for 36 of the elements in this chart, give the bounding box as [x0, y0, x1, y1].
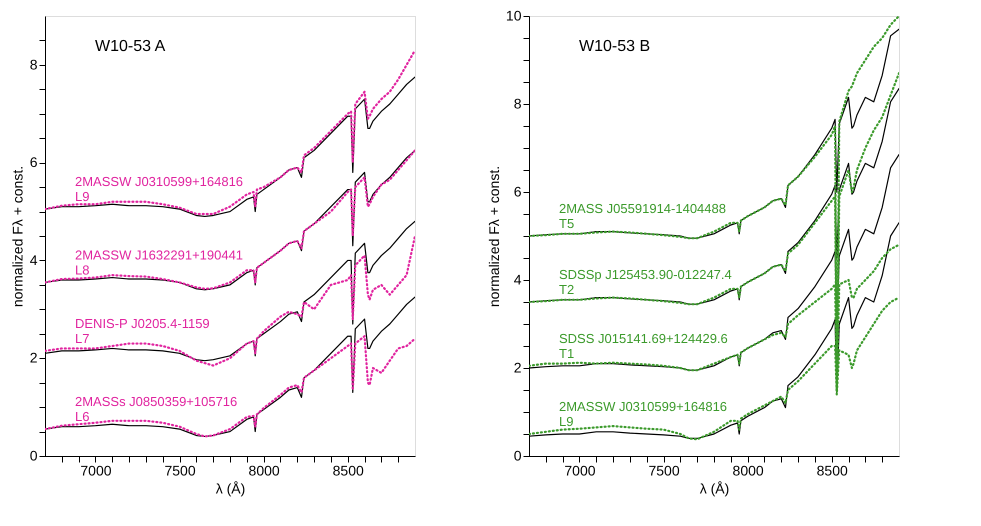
- series-label: SDSS J015141.69+124429.6 T1: [559, 330, 728, 361]
- y-tick-label: 2: [514, 360, 522, 376]
- x-tick-label: 7000: [564, 462, 596, 478]
- y-tick-label: 6: [30, 154, 38, 170]
- y-tick-label: 4: [30, 252, 38, 268]
- x-tick-label: 8000: [732, 462, 764, 478]
- series-label: DENIS-P J0205.4-1159 L7: [75, 316, 210, 346]
- line-series: [45, 335, 415, 438]
- y-tick-label: 0: [30, 448, 38, 464]
- x-tick-label: 7000: [80, 462, 112, 478]
- y-tick-label: 8: [514, 96, 522, 112]
- y-axis-title: normalized Fλ + const.: [486, 166, 502, 308]
- line-series: [45, 296, 415, 438]
- text: W10-53 B: [579, 38, 650, 55]
- text: W10-53 A: [95, 38, 166, 55]
- x-tick-label: 8000: [248, 462, 280, 478]
- x-tick-label: 8500: [816, 462, 848, 478]
- x-tick-label: 8500: [332, 462, 364, 478]
- y-axis-title: normalized Fλ + const.: [10, 166, 26, 308]
- line-series: [45, 76, 415, 218]
- y-tick-label: 6: [514, 184, 522, 200]
- series-label: 2MASSW J0310599+164816 L9: [75, 174, 244, 204]
- y-tick-label: 8: [30, 56, 38, 72]
- y-tick-label: 4: [514, 272, 522, 288]
- series-label: 2MASSs J0850359+105716 L6: [75, 394, 238, 424]
- x-tick-label: 7500: [648, 462, 680, 478]
- series-label: 2MASSW J0310599+164816 L9: [559, 399, 728, 429]
- x-axis-title: λ (Å): [216, 480, 246, 496]
- y-tick-label: 0: [514, 448, 522, 464]
- y-tick-label: 10: [506, 8, 522, 24]
- x-tick-label: 7500: [164, 462, 196, 478]
- x-axis-title: λ (Å): [700, 480, 730, 496]
- series-label: 2MASSW J1632291+190441 L8: [75, 247, 244, 278]
- series-label: 2MASS J05591914-1404488 T5: [559, 201, 726, 231]
- series-label: SDSSp J125453.90-012247.4 T2: [559, 267, 732, 297]
- y-tick-label: 2: [30, 350, 38, 366]
